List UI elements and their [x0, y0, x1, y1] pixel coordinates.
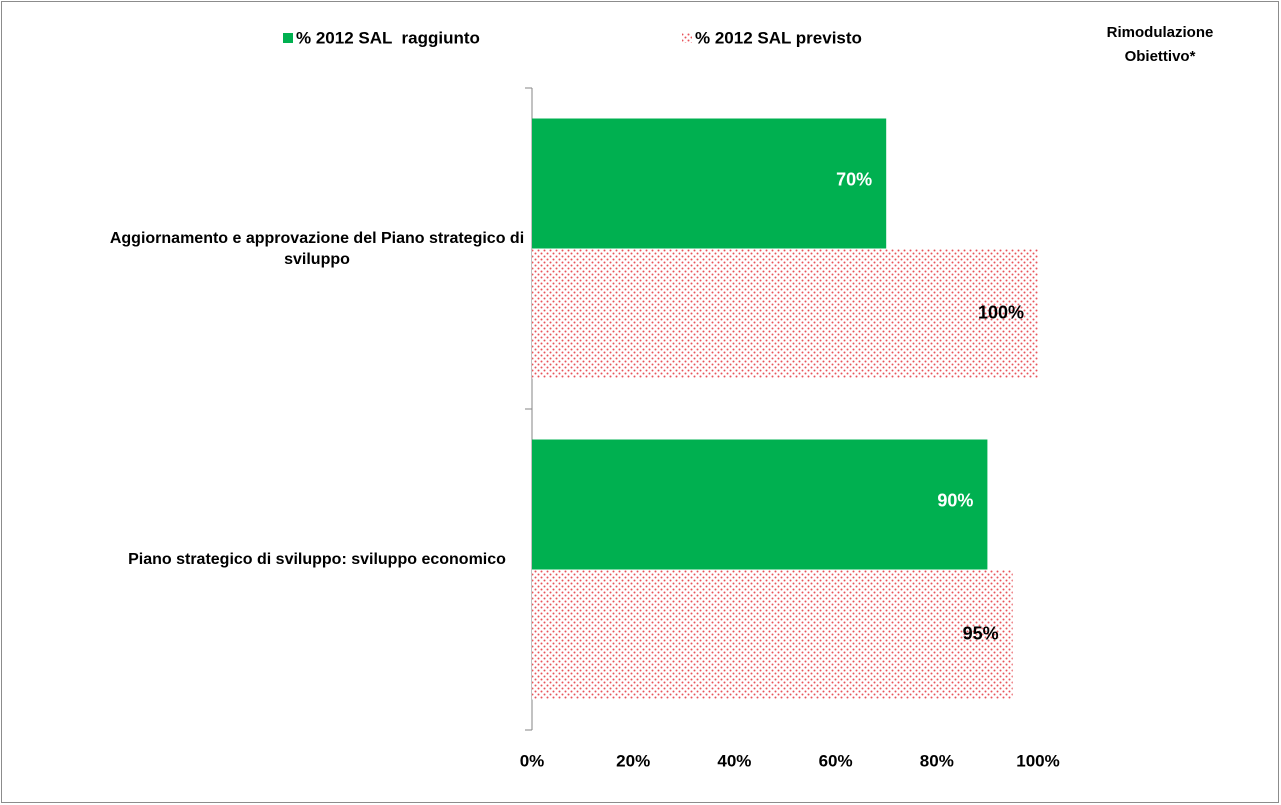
bar	[532, 439, 988, 570]
x-tick-label: 80%	[920, 751, 954, 770]
bar	[532, 118, 887, 249]
category-label: Aggiornamento e approvazione del Piano s…	[109, 229, 525, 268]
bar	[532, 569, 1013, 700]
legend-swatch	[283, 33, 293, 43]
data-label: 100%	[978, 302, 1024, 322]
x-tick-label: 60%	[819, 751, 853, 770]
bar	[532, 248, 1038, 379]
annotation: Obiettivo*	[1125, 48, 1196, 65]
legend-swatch	[682, 33, 692, 43]
x-tick-label: 100%	[1016, 751, 1059, 770]
x-tick-label: 20%	[616, 751, 650, 770]
data-label: 95%	[963, 623, 999, 643]
x-tick-label: 0%	[520, 751, 545, 770]
legend-label: % 2012 SAL previsto	[695, 28, 862, 47]
annotation: Rimodulazione	[1107, 24, 1214, 41]
legend-label: % 2012 SAL raggiunto	[296, 28, 480, 47]
x-tick-label: 40%	[717, 751, 751, 770]
data-label: 70%	[836, 169, 872, 189]
category-label: Piano strategico di sviluppo: sviluppo e…	[128, 550, 506, 568]
data-label: 90%	[937, 490, 973, 510]
